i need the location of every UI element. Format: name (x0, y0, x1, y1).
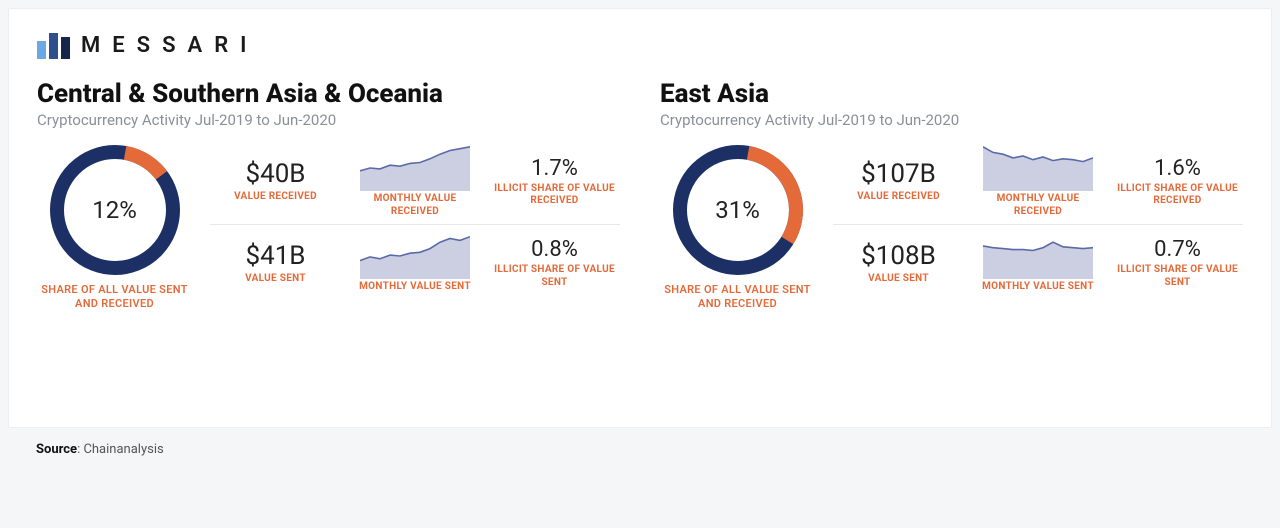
spark-received-label: MONTHLY VALUE RECEIVED (978, 193, 1098, 218)
infographic-card: MESSARI Central & Southern Asia & Oceani… (8, 8, 1272, 428)
illicit-received-label: ILLICIT SHARE OF VALUE RECEIVED (1112, 183, 1243, 208)
illicit-received: 1.7% (489, 156, 620, 181)
stats-column: $107B VALUE RECEIVED MONTHLY VALUE RECEI… (833, 143, 1243, 312)
donut-chart: 31% (673, 145, 803, 275)
value-sent-label: VALUE SENT (210, 273, 341, 286)
donut-label: SHARE OF ALL VALUE SENT AND RECEIVED (660, 283, 815, 312)
stat-row-received: $107B VALUE RECEIVED MONTHLY VALUE RECEI… (833, 143, 1243, 224)
illicit-received: 1.6% (1112, 156, 1243, 181)
region-body: 12% SHARE OF ALL VALUE SENT AND RECEIVED… (37, 143, 620, 312)
stat-row-sent: $108B VALUE SENT MONTHLY VALUE SENT 0.7%… (833, 224, 1243, 300)
illicit-received-cell: 1.6% ILLICIT SHARE OF VALUE RECEIVED (1112, 156, 1243, 208)
value-sent-cell: $108B VALUE SENT (833, 241, 964, 286)
illicit-sent-cell: 0.7% ILLICIT SHARE OF VALUE SENT (1112, 237, 1243, 289)
spark-received-cell: MONTHLY VALUE RECEIVED (978, 145, 1098, 218)
illicit-sent: 0.7% (1112, 237, 1243, 262)
spark-sent-label: MONTHLY VALUE SENT (355, 281, 475, 294)
value-received-label: VALUE RECEIVED (210, 191, 341, 204)
illicit-sent-cell: 0.8% ILLICIT SHARE OF VALUE SENT (489, 237, 620, 289)
stat-row-received: $40B VALUE RECEIVED MONTHLY VALUE RECEIV… (210, 143, 620, 224)
spark-received-cell: MONTHLY VALUE RECEIVED (355, 145, 475, 218)
region-title: Central & Southern Asia & Oceania (37, 79, 620, 109)
brand-row: MESSARI (37, 31, 1243, 59)
spark-sent-cell: MONTHLY VALUE SENT (978, 233, 1098, 294)
panels-row: Central & Southern Asia & Oceania Crypto… (37, 79, 1243, 312)
source-line: Source: Chainanalysis (36, 442, 1280, 457)
illicit-sent-label: ILLICIT SHARE OF VALUE SENT (1112, 264, 1243, 289)
donut-column: 31% SHARE OF ALL VALUE SENT AND RECEIVED (660, 143, 815, 312)
donut-percent: 31% (673, 145, 803, 275)
value-received-cell: $40B VALUE RECEIVED (210, 159, 341, 204)
spark-sent-label: MONTHLY VALUE SENT (978, 281, 1098, 294)
spark-received-label: MONTHLY VALUE RECEIVED (355, 193, 475, 218)
region-panel: Central & Southern Asia & Oceania Crypto… (37, 79, 620, 312)
brand-name: MESSARI (81, 33, 259, 58)
value-received: $40B (210, 159, 341, 189)
illicit-received-cell: 1.7% ILLICIT SHARE OF VALUE RECEIVED (489, 156, 620, 208)
donut-column: 12% SHARE OF ALL VALUE SENT AND RECEIVED (37, 143, 192, 312)
donut-percent: 12% (50, 145, 180, 275)
illicit-sent-label: ILLICIT SHARE OF VALUE SENT (489, 264, 620, 289)
value-received: $107B (833, 159, 964, 189)
stats-column: $40B VALUE RECEIVED MONTHLY VALUE RECEIV… (210, 143, 620, 312)
messari-logo-icon (37, 31, 71, 59)
value-received-label: VALUE RECEIVED (833, 191, 964, 204)
value-sent: $41B (210, 241, 341, 271)
stat-row-sent: $41B VALUE SENT MONTHLY VALUE SENT 0.8% … (210, 224, 620, 300)
source-value: Chainanalysis (83, 442, 163, 457)
value-sent-label: VALUE SENT (833, 273, 964, 286)
region-subtitle: Cryptocurrency Activity Jul-2019 to Jun-… (37, 111, 620, 129)
value-sent: $108B (833, 241, 964, 271)
illicit-sent: 0.8% (489, 237, 620, 262)
region-body: 31% SHARE OF ALL VALUE SENT AND RECEIVED… (660, 143, 1243, 312)
value-received-cell: $107B VALUE RECEIVED (833, 159, 964, 204)
region-title: East Asia (660, 79, 1243, 109)
illicit-received-label: ILLICIT SHARE OF VALUE RECEIVED (489, 183, 620, 208)
spark-sent-cell: MONTHLY VALUE SENT (355, 233, 475, 294)
donut-chart: 12% (50, 145, 180, 275)
value-sent-cell: $41B VALUE SENT (210, 241, 341, 286)
region-panel: East Asia Cryptocurrency Activity Jul-20… (660, 79, 1243, 312)
source-label: Source (36, 442, 77, 457)
region-subtitle: Cryptocurrency Activity Jul-2019 to Jun-… (660, 111, 1243, 129)
donut-label: SHARE OF ALL VALUE SENT AND RECEIVED (37, 283, 192, 312)
